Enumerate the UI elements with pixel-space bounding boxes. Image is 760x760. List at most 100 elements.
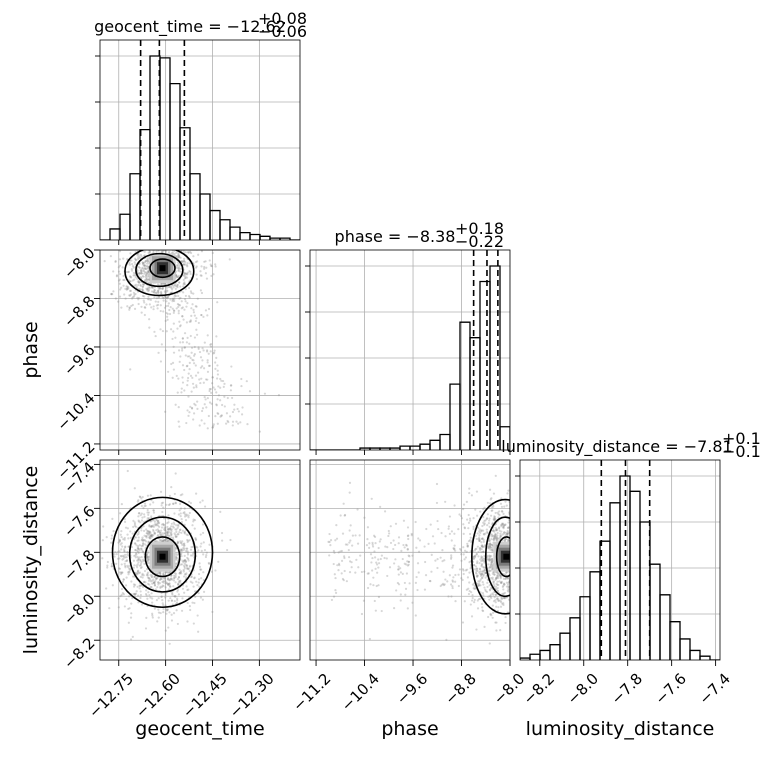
sample-point [195,273,198,276]
sample-point [151,534,154,537]
sample-point [495,528,498,532]
sample-point [489,498,492,501]
sample-point [488,584,491,587]
sample-point [497,512,500,516]
sample-point [153,295,156,299]
sample-point [227,420,230,424]
sample-point [165,245,167,247]
sample-point [161,532,164,535]
sample-point [110,541,113,544]
sample-point [490,596,493,600]
sample-point [488,539,491,542]
sample-point [164,319,167,323]
sample-point [146,298,150,301]
sample-point [407,560,410,563]
sample-point [475,628,478,631]
sample-point [173,250,176,252]
sample-point [184,300,187,303]
sample-point [137,279,140,282]
sample-point [187,516,190,519]
sample-point [487,595,490,598]
sample-point [179,296,182,300]
sample-point [444,500,447,503]
sample-point [191,581,194,584]
sample-point [141,275,144,278]
sample-point [481,609,484,612]
sample-point [171,603,174,606]
xtick-label-luminosity_distance-3: −7.6 [652,670,690,708]
sample-point [328,554,331,557]
sample-point [145,273,148,276]
sample-point [101,557,104,560]
sample-point [410,532,413,536]
sample-point [462,553,465,556]
sample-point [494,537,498,540]
sample-point [141,242,143,244]
sample-point [125,598,128,601]
sample-point [330,598,334,602]
sample-point [491,616,494,619]
sample-point [183,257,186,260]
sample-point [220,414,223,417]
sample-point [511,561,513,563]
sample-point [495,621,498,624]
sample-point [407,537,410,541]
sample-point [126,566,130,569]
sample-point [481,557,484,561]
sample-point [142,269,145,272]
panel-0-0 [100,40,300,240]
sample-point [517,524,519,526]
sample-point [387,534,390,538]
sample-point [196,614,199,617]
sample-point [479,548,482,552]
sample-point [105,536,108,539]
sample-point [184,261,187,264]
sample-point [497,516,500,519]
sample-point [119,573,123,576]
sample-point [428,579,431,583]
sample-point [494,474,497,477]
sample-point [140,512,143,515]
sample-point [516,593,518,595]
sample-point [169,328,173,331]
sample-point [138,255,141,258]
sample-point [491,611,495,614]
sample-point [141,576,144,579]
sample-point [501,597,504,600]
sample-point [122,278,125,282]
xtick-label-geocent_time-1: −12.60 [132,670,184,722]
sample-point [516,552,518,554]
sample-point [162,522,165,526]
sample-point [188,342,191,345]
sample-point [406,526,410,529]
sample-point [137,557,140,560]
sample-point [147,270,150,273]
sample-point [200,274,203,277]
sample-point [441,549,444,552]
sample-point [507,518,510,522]
sample-point [136,533,139,536]
sample-point [198,585,201,588]
sample-point [183,273,186,276]
sample-point [439,584,442,588]
hist-bar-luminosity_distance-16 [679,638,691,660]
sample-point [157,611,161,614]
sample-point [481,580,484,584]
sample-point [174,581,177,584]
sample-point [500,510,504,513]
sample-point [195,265,198,268]
sample-point [511,553,513,555]
sample-point [468,517,472,520]
sample-point [161,250,164,254]
sample-point [492,529,495,532]
sample-point [145,532,148,535]
sample-point [175,552,178,555]
sample-point [129,293,133,296]
sample-point [515,559,517,561]
sample-point [138,564,141,567]
sample-point [233,403,236,406]
sample-point [114,297,117,300]
ytick-label-phase-2: −9.6 [60,341,98,379]
sample-point [493,518,496,521]
sample-point [241,406,244,409]
